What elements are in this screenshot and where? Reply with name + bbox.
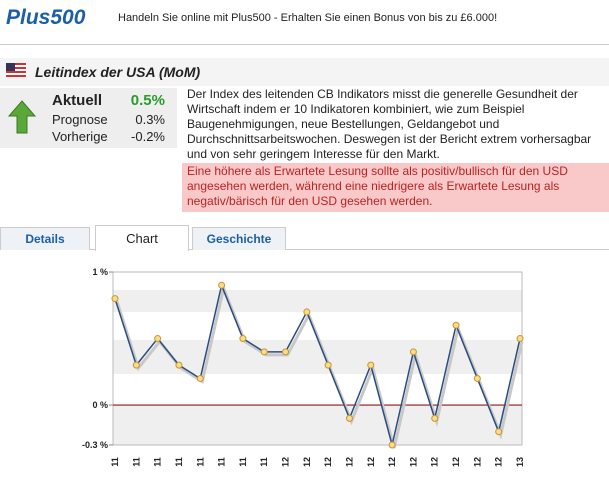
forecast-label: Prognose xyxy=(52,112,108,127)
x-tick-label: 12 xyxy=(451,457,461,467)
description: Der Index des leitenden CB Indikators mi… xyxy=(187,87,592,161)
header: Plus500 Handeln Sie online mit Plus500 -… xyxy=(0,0,609,45)
x-tick-label: 12 xyxy=(344,457,354,467)
point xyxy=(132,361,140,369)
point xyxy=(495,428,503,436)
x-tick-label: 13 xyxy=(515,457,525,467)
band xyxy=(113,290,522,312)
tab[interactable]: Details xyxy=(0,227,90,250)
x-tick-label: 12 xyxy=(387,457,397,467)
point xyxy=(218,281,226,289)
point xyxy=(473,374,481,382)
point xyxy=(154,335,162,343)
y-tick-label: -0.3 % xyxy=(82,440,108,450)
point xyxy=(452,321,460,329)
tab-line xyxy=(0,249,609,250)
y-tick-label: 1 % xyxy=(92,267,108,277)
previous-value: -0.2% xyxy=(131,129,165,144)
x-tick-label: 11 xyxy=(238,457,248,467)
x-tick-label: 12 xyxy=(408,457,418,467)
x-tick-label: 12 xyxy=(281,457,291,467)
band xyxy=(113,340,522,374)
forecast-value: 0.3% xyxy=(135,112,165,127)
x-tick-label: 12 xyxy=(323,457,333,467)
point xyxy=(196,374,204,382)
up-arrow xyxy=(8,100,36,134)
point xyxy=(431,414,439,422)
point xyxy=(303,308,311,316)
band xyxy=(113,405,522,445)
flag xyxy=(6,63,26,77)
stats-box: Aktuell 0.5% Prognose 0.3% Vorherige -0.… xyxy=(0,88,177,148)
point xyxy=(409,348,417,356)
point xyxy=(516,335,524,343)
x-tick-label: 12 xyxy=(430,457,440,467)
tab-active[interactable]: Chart xyxy=(95,225,189,251)
point xyxy=(367,361,375,369)
x-tick-label: 12 xyxy=(302,457,312,467)
point xyxy=(111,295,119,303)
x-tick-label: 11 xyxy=(131,457,141,467)
chart: -0.3 % 0 % 1 % 11 11 11 11 11 11 11 11 12 12 12 12 12 12… xyxy=(82,267,525,467)
x-tick-label: 11 xyxy=(110,457,120,467)
note: Eine höhere als Erwartete Lesung sollte … xyxy=(182,163,609,212)
x-tick-label: 12 xyxy=(472,457,482,467)
title-bar: Leitindex der USA (MoM) xyxy=(0,58,609,86)
tab[interactable]: Geschichte xyxy=(192,227,286,250)
x-tick-label: 12 xyxy=(366,457,376,467)
x-tick-label: 11 xyxy=(259,457,269,467)
point xyxy=(345,414,353,422)
point xyxy=(282,348,290,356)
title: Leitindex der USA (MoM) xyxy=(35,64,201,80)
x-tick-label: 12 xyxy=(494,457,504,467)
point xyxy=(260,348,268,356)
point xyxy=(388,441,396,449)
previous-label: Vorherige xyxy=(52,129,108,144)
tagline: Handeln Sie online mit Plus500 - Erhalte… xyxy=(118,12,498,24)
current-label: Aktuell xyxy=(52,92,103,109)
x-tick-label: 11 xyxy=(195,457,205,467)
point xyxy=(239,335,247,343)
y-tick-label: 0 % xyxy=(92,400,108,410)
current-value: 0.5% xyxy=(130,92,165,109)
point xyxy=(324,361,332,369)
line xyxy=(114,282,521,446)
plot-frame xyxy=(112,271,523,446)
x-tick-label: 11 xyxy=(153,457,163,467)
logo[interactable]: Plus500 xyxy=(6,6,86,29)
x-tick-label: 11 xyxy=(174,457,184,467)
point xyxy=(175,361,183,369)
x-tick-label: 11 xyxy=(217,457,227,467)
